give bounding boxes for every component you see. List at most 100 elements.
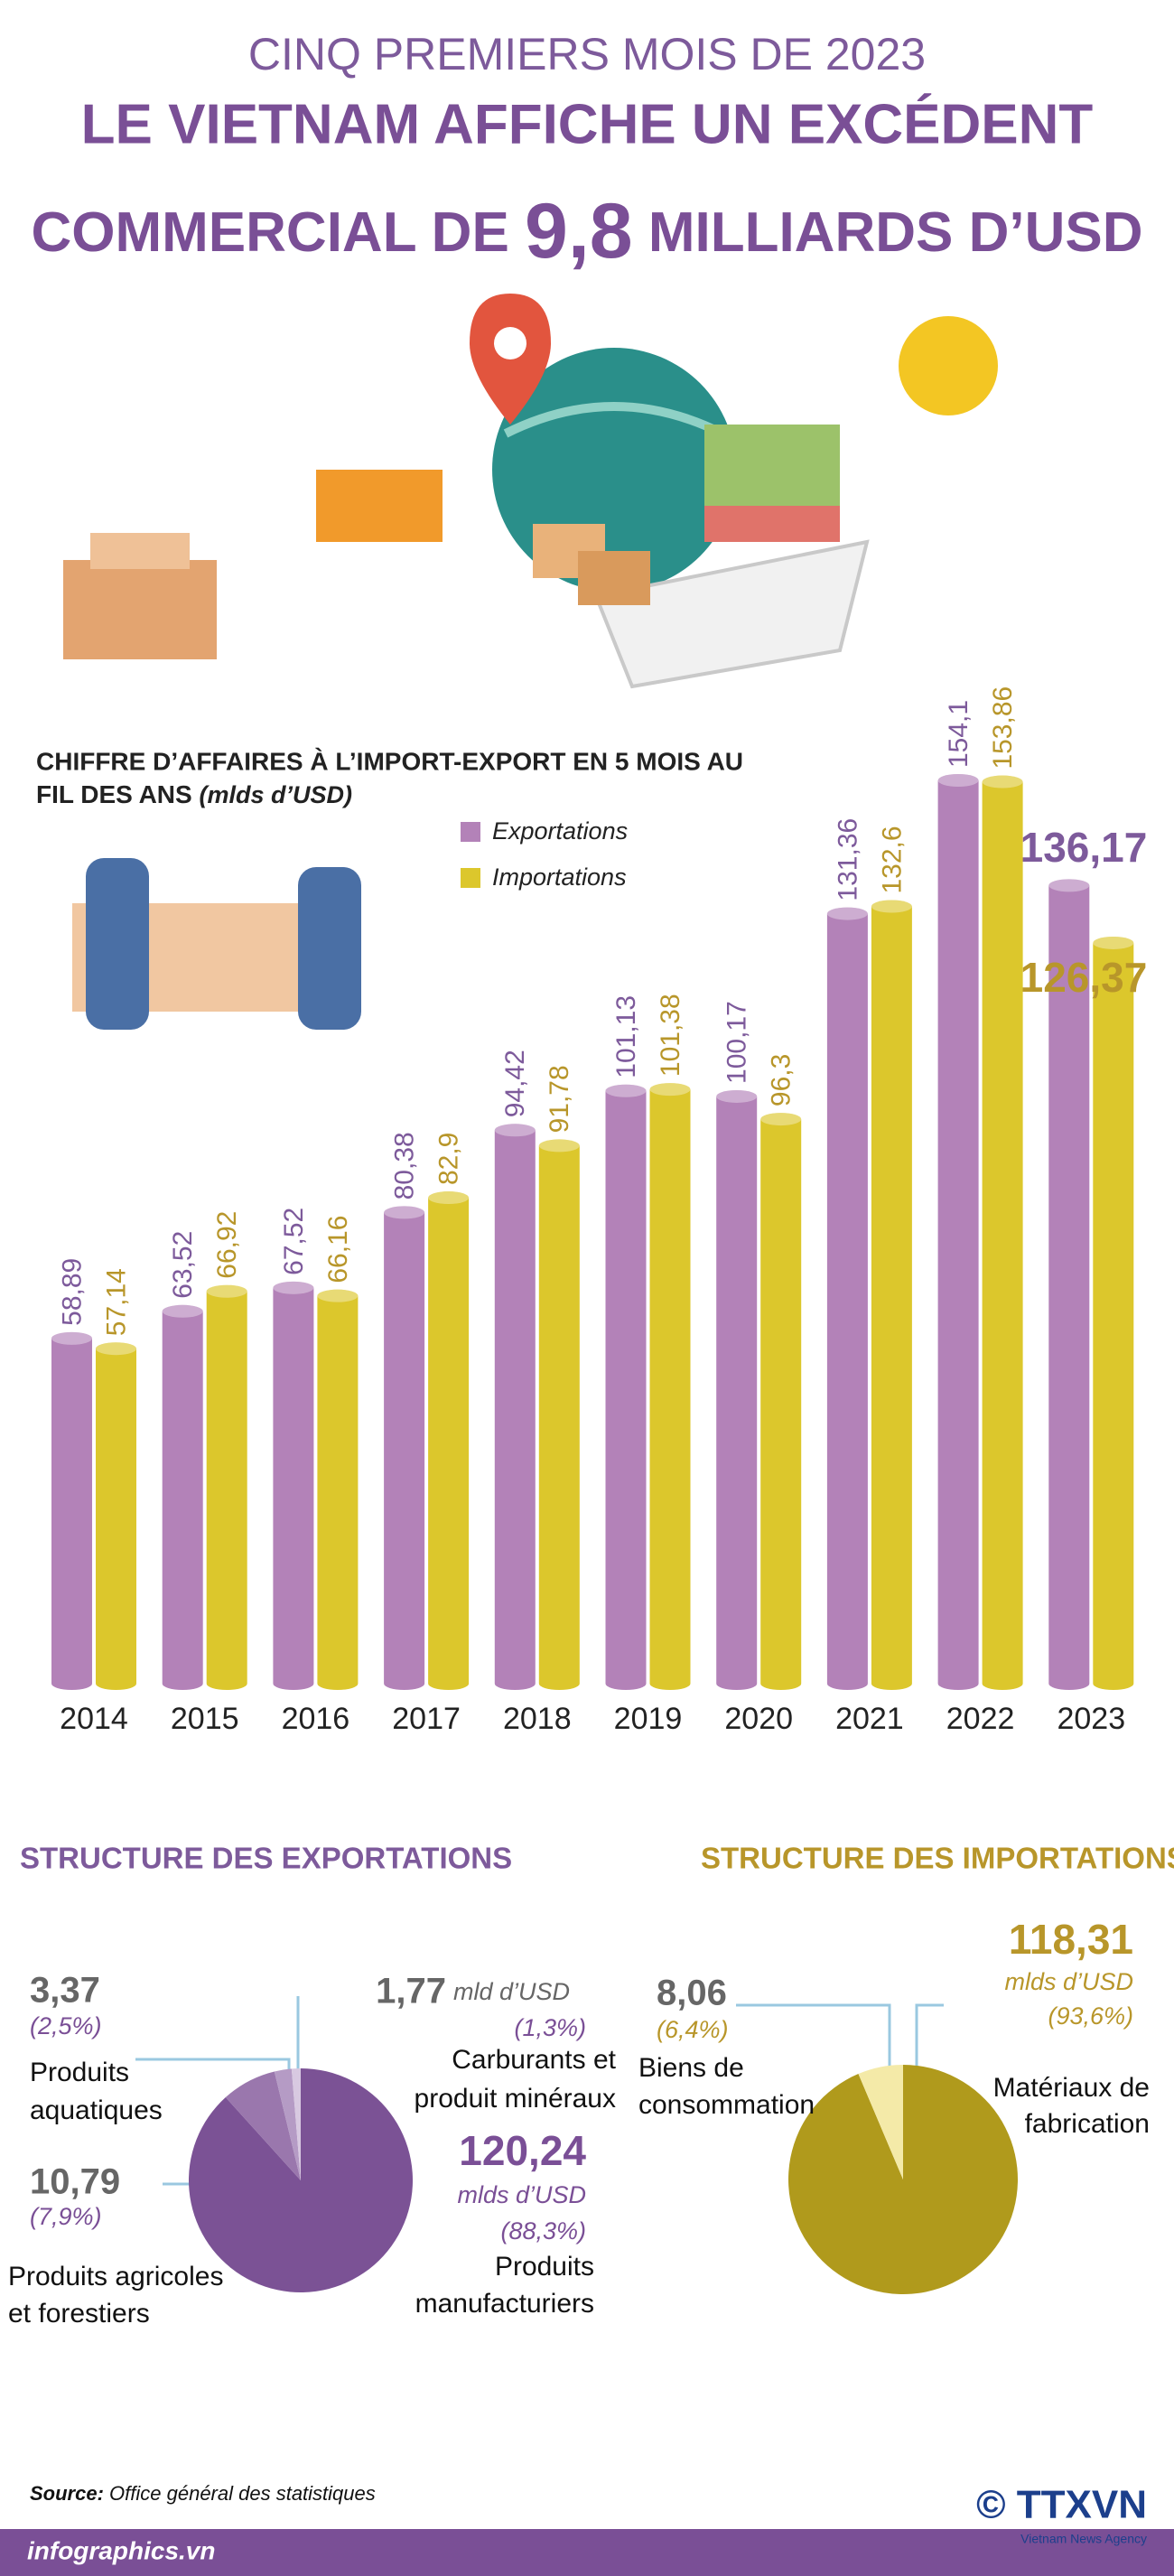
value-label: 58,89 [57,1258,87,1326]
bar [649,1083,691,1691]
value-label: 126,37 [1020,954,1148,1001]
bar [51,1331,92,1691]
legend-label: Importations [492,863,627,891]
x-tick-label: 2022 [946,1702,1015,1736]
value-label: 96,3 [767,1054,797,1106]
pie-slice [189,2068,414,2292]
header-text: COMMERCIAL DE [32,201,509,264]
unit-label: mlds d’USD [457,2181,586,2208]
chart-title: FIL DES ANS (mlds d’USD) [36,780,352,808]
percent-label: (7,9%) [30,2203,102,2230]
value-label: 1,77 [376,1972,446,2011]
header-title: LE VIETNAM AFFICHE UN EXCÉDENT [81,93,1094,155]
value-label: 82,9 [434,1133,464,1185]
value-label: 101,13 [611,995,641,1078]
bar-cap [1048,879,1090,892]
footer-agency: Vietnam News Agency [1020,2532,1147,2546]
source-text: Office général des statistiques [109,2482,376,2505]
footer-logo: © TTXVN [976,2483,1147,2527]
percent-label: (88,3%) [500,2217,586,2245]
chart-title: FIL DES ANS [36,780,192,808]
bar-cap [206,1284,247,1298]
bar [1048,879,1090,1691]
value-label: 80,38 [390,1132,420,1199]
footer-band [0,2529,1174,2576]
bar [428,1191,470,1690]
pie-slice [858,2065,903,2179]
unit-label: mld d’USD [453,1978,570,2005]
chart-subtitle: (mlds d’USD) [199,781,352,808]
value-label: 57,14 [101,1268,131,1336]
pie-slice [274,2068,301,2180]
legend-swatch [461,868,480,888]
bar [937,774,979,1691]
pie-slice [225,2071,301,2180]
category-label: Produits agricoles et forestiers [8,2262,223,2329]
bar-cap [937,774,979,787]
x-tick-label: 2020 [724,1702,793,1736]
pie-slice [787,2065,1018,2295]
bar-cap [428,1191,470,1205]
value-label: 91,78 [545,1065,574,1133]
legend-label: Exportations [492,817,628,845]
section-title: STRUCTURE DES IMPORTATIONS [701,1842,1174,1875]
bar-cap [538,1139,580,1153]
value-label: 136,17 [1020,824,1148,871]
category-label: Matériaux de fabrication [993,2073,1150,2139]
value-label: 118,31 [1009,1916,1133,1963]
x-tick-label: 2014 [60,1702,128,1736]
bar [605,1084,647,1691]
header-text: MILLIARDS D’USD [648,201,1143,264]
value-label: 120,24 [459,2127,586,2174]
bar-cap [760,1113,802,1126]
value-label: 10,79 [30,2162,120,2202]
bar [538,1139,580,1691]
value-label: 132,6 [877,826,907,893]
source-label: Source: [30,2482,104,2505]
legend-swatch [461,822,480,842]
bar-cap [273,1281,314,1294]
category-label: Produits aquatiques [30,2058,163,2125]
bar [206,1284,247,1690]
value-label: 154,1 [944,700,974,768]
x-tick-label: 2019 [614,1702,683,1736]
percent-label: (2,5%) [30,2012,102,2039]
bar [162,1304,203,1691]
bar [317,1289,359,1691]
value-label: 94,42 [500,1050,530,1117]
unit-label: mlds d’USD [1004,1968,1133,1995]
bar-cap [162,1304,203,1318]
header-line: CINQ PREMIERS MOIS DE 2023 [248,29,926,79]
bar-cap [716,1089,758,1103]
bar-cap [1093,936,1134,949]
bar-cap [982,775,1023,789]
percent-label: (93,6%) [1048,2002,1133,2030]
value-label: 131,36 [833,818,862,901]
chart-title: CHIFFRE D’AFFAIRES À L’IMPORT-EXPORT EN … [36,747,743,775]
value-label: 8,06 [657,1974,727,2013]
value-label: 3,37 [30,1971,100,2011]
category-label: Biens de consommation [638,2053,815,2120]
percent-label: (1,3%) [514,2014,586,2041]
x-tick-label: 2016 [282,1702,350,1736]
bar [982,775,1023,1691]
bar-cap [649,1083,691,1097]
bar [826,907,868,1691]
bar [871,900,912,1691]
bar-cap [96,1342,136,1356]
value-label: 153,86 [988,686,1018,770]
bar-cap [51,1331,92,1345]
header-title: COMMERCIAL DE 9,8 MILLIARDS D’USD [32,188,1143,275]
category-label: Carburants et produit minéraux [415,2045,617,2114]
value-label: 101,38 [656,994,685,1077]
value-label: 66,92 [212,1211,242,1279]
bar-cap [494,1124,536,1137]
bar [1093,936,1134,1691]
bar-cap [605,1084,647,1097]
source: Source: Office général des statistiques [30,2482,376,2505]
value-label: 100,17 [722,1001,752,1084]
header-number: 9,8 [525,188,633,275]
bar [760,1113,802,1691]
x-tick-label: 2023 [1057,1702,1125,1736]
